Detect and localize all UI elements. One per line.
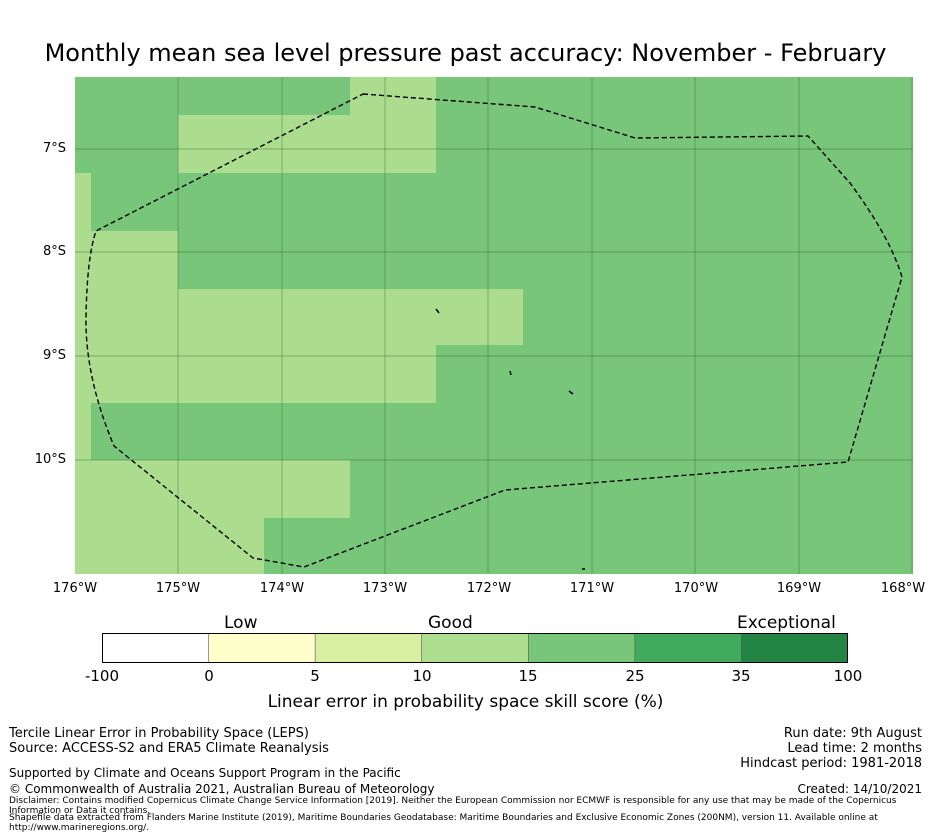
shapefile-credit: Shapefile data extracted from Flanders M… (9, 813, 878, 833)
lon-label: 169°W (776, 581, 822, 596)
disclaimer: Disclaimer: Contains modified Copernicus… (9, 796, 897, 816)
colorbar-segment (421, 633, 530, 663)
lat-label: 7°S (42, 141, 66, 156)
map-cell (75, 460, 350, 518)
lon-label: 170°W (673, 581, 719, 596)
map-cell (75, 231, 178, 289)
colorbar-segment (208, 633, 316, 663)
footer-left: Tercile Linear Error in Probability Spac… (9, 726, 329, 756)
island (568, 390, 574, 395)
colorbar-tick: -100 (84, 667, 120, 685)
colorbar-tick: 15 (518, 667, 538, 685)
island (435, 308, 440, 314)
lat-label: 9°S (42, 348, 66, 363)
lon-label: 176°W (52, 581, 98, 596)
gridlines (75, 77, 913, 574)
map-cell (75, 173, 91, 231)
colorbar-segment (527, 633, 636, 663)
map-cell (178, 115, 436, 173)
island (509, 370, 512, 376)
lead-time: Lead time: 2 months (787, 741, 922, 756)
hindcast-period: Hindcast period: 1981-2018 (740, 756, 922, 771)
colorbar-tick: 5 (310, 667, 320, 685)
footer-source: Source: ACCESS-S2 and ERA5 Climate Reana… (9, 741, 329, 756)
colorbar-tick: 100 (833, 667, 863, 685)
chart-title: Monthly mean sea level pressure past acc… (44, 39, 887, 67)
colorbar-word-exceptional: Exceptional (737, 613, 836, 633)
colorbar-word-low: Low (224, 613, 258, 633)
colorbar-label: Linear error in probability space skill … (267, 692, 664, 712)
lat-label: 8°S (42, 244, 66, 259)
footer-method: Tercile Linear Error in Probability Spac… (9, 726, 309, 741)
lon-label: 171°W (569, 581, 615, 596)
colorbar-tick: 25 (625, 667, 645, 685)
lon-label: 175°W (155, 581, 201, 596)
footer-right: Run date: 9th August Lead time: 2 months… (740, 726, 922, 771)
map-cell (350, 77, 436, 115)
skill-map (75, 77, 913, 574)
map-cell (75, 289, 523, 345)
lon-label: 172°W (466, 581, 512, 596)
map-cell (75, 345, 436, 403)
colorbar-tick: 35 (731, 667, 751, 685)
colorbar-segment (741, 633, 848, 663)
lat-label: 10°S (34, 452, 66, 467)
run-date: Run date: 9th August (783, 726, 922, 741)
colorbar-tick: 10 (412, 667, 432, 685)
support-note: Supported by Climate and Oceans Support … (9, 766, 401, 780)
colorbar-segment (314, 633, 423, 663)
colorbar-tick: 0 (204, 667, 214, 685)
colorbar-segment (634, 633, 743, 663)
colorbar-word-good: Good (428, 613, 473, 633)
copyright-note: © Commonwealth of Australia 2021, Austra… (9, 782, 435, 796)
map-cell (75, 518, 264, 574)
created-date: Created: 14/10/2021 (797, 782, 922, 796)
islands (435, 308, 585, 570)
colorbar-segment (102, 633, 210, 663)
good-skill-cells (75, 77, 523, 574)
colorbar (102, 633, 848, 663)
eez-boundary (85, 93, 903, 568)
lon-label: 174°W (259, 581, 305, 596)
map-cell (75, 403, 91, 460)
lon-label: 168°W (880, 581, 926, 596)
lon-label: 173°W (362, 581, 408, 596)
